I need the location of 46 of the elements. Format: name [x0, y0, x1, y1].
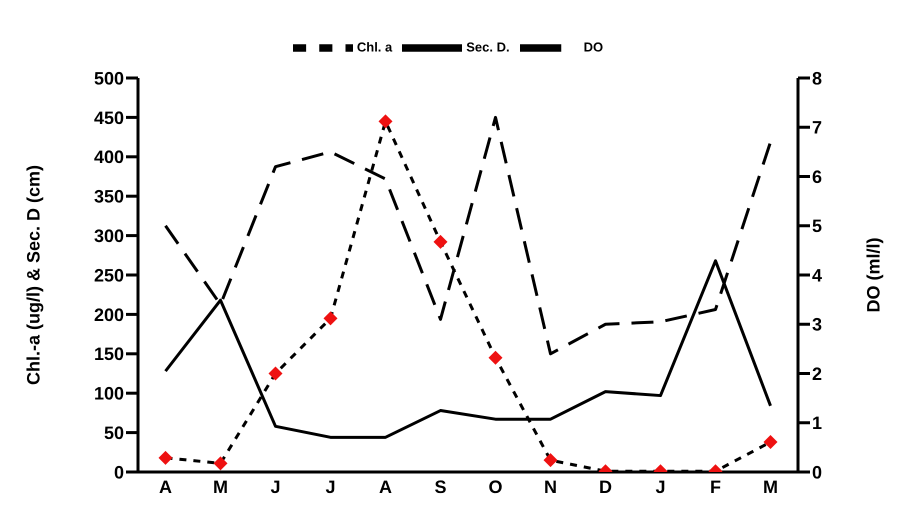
- point: [324, 311, 338, 326]
- y-tick-label: 450: [94, 108, 124, 128]
- x-tick-label: A: [379, 476, 392, 497]
- y2-tick-label: 7: [812, 118, 822, 138]
- y-tick-label: 400: [94, 147, 124, 168]
- x-tick-label: J: [270, 476, 281, 497]
- x-tick-label: M: [213, 476, 228, 497]
- point: [214, 456, 228, 470]
- legend-label: Sec. D.: [466, 39, 510, 54]
- point: [268, 366, 282, 380]
- y-axis-title: Chl.-a (ug/l) & Sec. D (cm): [23, 164, 44, 386]
- point: [434, 234, 448, 249]
- y-tick-label: 200: [94, 304, 124, 325]
- x-tick-label: A: [159, 476, 172, 497]
- y-tick-label: 350: [94, 186, 124, 207]
- y2-tick-label: 1: [812, 413, 822, 434]
- y2-tick-label: 0: [812, 462, 822, 482]
- x-tick-label: J: [325, 476, 336, 497]
- y2-tick-label: 6: [812, 166, 822, 187]
- x-tick-label: M: [763, 476, 778, 497]
- legend-label: Chl. a: [356, 39, 392, 54]
- y2-tick-label: 3: [812, 314, 822, 335]
- x-tick-label: O: [488, 476, 503, 497]
- y-tick-label: 50: [104, 422, 124, 443]
- y2-tick-label: 2: [812, 364, 822, 384]
- x-tick-label: F: [710, 476, 721, 497]
- y-tick-label: 0: [114, 462, 124, 482]
- y2-tick-label: 5: [812, 216, 822, 236]
- x-tick-label: S: [434, 476, 447, 497]
- y2-tick-label: 8: [812, 68, 822, 88]
- point: [378, 114, 392, 128]
- x-tick-label: N: [544, 476, 557, 497]
- point: [488, 350, 502, 365]
- y-tick-label: 500: [94, 68, 124, 88]
- x-tick-label: J: [655, 476, 666, 497]
- point: [764, 435, 778, 450]
- point: [158, 450, 172, 465]
- y2-axis-title: DO (ml/l): [863, 237, 884, 312]
- point: [544, 453, 558, 468]
- x-tick-label: D: [599, 476, 612, 497]
- y-tick-label: 250: [94, 265, 124, 286]
- y-tick-label: 100: [94, 384, 124, 404]
- legend-label: DO: [584, 39, 604, 54]
- y2-tick-label: 4: [812, 265, 822, 286]
- y-tick-label: 150: [94, 344, 124, 364]
- y-tick-label: 300: [94, 226, 124, 246]
